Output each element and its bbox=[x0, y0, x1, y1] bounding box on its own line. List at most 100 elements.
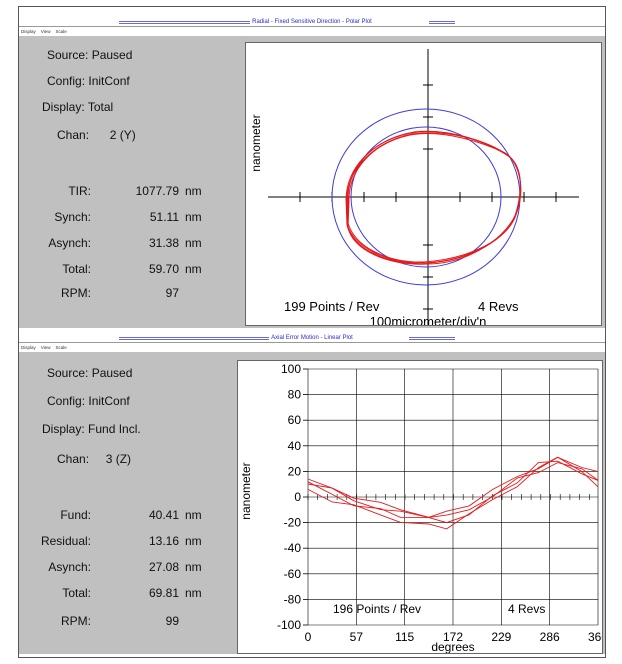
metric-unit: nm bbox=[185, 236, 202, 250]
display-label: Display: bbox=[42, 422, 85, 436]
config-label: Config: bbox=[47, 74, 86, 88]
y-tick-label: -20 bbox=[284, 516, 302, 530]
config-row: Config: InitConf bbox=[47, 394, 130, 408]
display-row: Display: Total bbox=[42, 100, 113, 114]
polar-plot-window: Radial - Fixed Sensitive Direction - Pol… bbox=[19, 18, 605, 329]
y-tick-labels: 100 80 60 40 20 0 -20 -40 -60 -80 -100 bbox=[277, 362, 301, 632]
metric-value: 59.70 bbox=[148, 262, 179, 276]
y-tick-label: 20 bbox=[288, 464, 302, 478]
metric-label: Total: bbox=[62, 262, 91, 276]
polar-revs-label: 4 Revs bbox=[478, 299, 519, 314]
polar-plot-svg: nanometer 199 Points / Rev 4 Revs 100mic… bbox=[249, 49, 579, 329]
window-title: Radial - Fixed Sensitive Direction - Pol… bbox=[250, 19, 374, 25]
x-tick-label: 57 bbox=[350, 630, 364, 644]
config-value: InitConf bbox=[88, 394, 130, 408]
chan-label: Chan: bbox=[57, 452, 90, 466]
display-label: Display: bbox=[42, 100, 85, 114]
display-value: Total bbox=[87, 100, 114, 114]
y-tick-label: -60 bbox=[284, 567, 302, 581]
y-tick-label: 80 bbox=[288, 388, 302, 402]
x-tick-label: 286 bbox=[540, 630, 560, 644]
linear-panel: Source: Paused Config: InitConf Display:… bbox=[19, 352, 608, 654]
metric-unit: nm bbox=[185, 534, 202, 548]
polar-plot[interactable]: nanometer 199 Points / Rev 4 Revs 100mic… bbox=[245, 42, 602, 329]
metric-unit: nm bbox=[185, 210, 202, 224]
menu-view[interactable]: View bbox=[40, 29, 51, 34]
title-bar-right-stripes bbox=[429, 21, 455, 24]
menu-bar: Display View Scale bbox=[19, 27, 605, 36]
metric-unit: nm bbox=[185, 508, 202, 522]
metric-value: 69.81 bbox=[148, 586, 179, 600]
window-title-bar[interactable]: Radial - Fixed Sensitive Direction - Pol… bbox=[19, 18, 605, 27]
title-bar-left-stripes bbox=[119, 21, 259, 24]
x-tick-label: 172 bbox=[443, 630, 463, 644]
y-tick-label: 0 bbox=[294, 490, 301, 504]
menu-display[interactable]: Display bbox=[21, 345, 36, 350]
metric-value: 13.16 bbox=[148, 534, 179, 548]
linear-xlabel: degrees bbox=[431, 640, 474, 653]
source-label: Source: bbox=[47, 366, 89, 380]
x-tick-label: 229 bbox=[491, 630, 511, 644]
metric-label: Fund: bbox=[60, 508, 91, 522]
y-tick-label: -80 bbox=[284, 592, 302, 606]
chan-row: Chan: 2 (Y) bbox=[57, 128, 136, 142]
display-value: Fund Incl. bbox=[88, 422, 141, 436]
menu-scale[interactable]: Scale bbox=[55, 345, 67, 350]
menu-view[interactable]: View bbox=[40, 345, 51, 350]
metric-value: 31.38 bbox=[148, 236, 179, 250]
chan-label: Chan: bbox=[57, 128, 90, 142]
series-line bbox=[307, 462, 599, 518]
linear-ylabel: nanometer bbox=[239, 462, 253, 519]
plot-grid bbox=[303, 368, 599, 626]
menu-display[interactable]: Display bbox=[21, 29, 36, 34]
metric-value: 51.11 bbox=[149, 210, 179, 224]
metric-unit: nm bbox=[185, 262, 202, 276]
rpm-value: 97 bbox=[165, 286, 179, 300]
metric-value: 27.08 bbox=[148, 560, 179, 574]
rpm-value: 99 bbox=[165, 614, 179, 628]
metric-label: Residual: bbox=[40, 534, 91, 548]
menu-bar: Display View Scale bbox=[19, 343, 605, 352]
source-label: Source: bbox=[47, 48, 89, 62]
source-row: Source: Paused bbox=[47, 48, 132, 62]
metric-label: TIR: bbox=[68, 184, 91, 198]
metric-unit: nm bbox=[185, 184, 202, 198]
linear-plot[interactable]: 100 80 60 40 20 0 -20 -40 -60 -80 -100 0 57 115 172 22… bbox=[237, 360, 608, 654]
y-tick-label: 60 bbox=[288, 413, 302, 427]
chan-value: 2 (Y) bbox=[109, 128, 136, 142]
source-value: Paused bbox=[91, 366, 133, 380]
metric-unit: nm bbox=[185, 560, 202, 574]
metric-value: 1077.79 bbox=[135, 184, 179, 198]
config-label: Config: bbox=[47, 394, 86, 408]
polar-ylabel: nanometer bbox=[249, 114, 263, 171]
polar-points-label: 199 Points / Rev bbox=[284, 299, 380, 314]
chan-row: Chan: 3 (Z) bbox=[57, 452, 131, 466]
chan-value: 3 (Z) bbox=[105, 452, 132, 466]
linear-points-label: 196 Points / Rev bbox=[333, 602, 421, 616]
metric-unit: nm bbox=[185, 586, 202, 600]
y-tick-label: -40 bbox=[284, 541, 302, 555]
metric-label: Asynch: bbox=[48, 236, 91, 250]
y-tick-label: 40 bbox=[288, 439, 302, 453]
display-row: Display: Fund Incl. bbox=[42, 422, 141, 436]
rpm-label: RPM: bbox=[61, 286, 91, 300]
config-row: Config: InitConf bbox=[47, 74, 130, 88]
polar-xlabel: 100micrometer/div'n bbox=[370, 314, 487, 325]
linear-plot-window: Axial Error Motion - Linear Plot Display… bbox=[19, 334, 608, 654]
menu-scale[interactable]: Scale bbox=[55, 29, 67, 34]
y-tick-label: 100 bbox=[281, 362, 301, 376]
x-tick-label: 360 bbox=[588, 630, 602, 644]
config-value: InitConf bbox=[88, 74, 130, 88]
source-row: Source: Paused bbox=[47, 366, 132, 380]
polar-traces bbox=[345, 130, 522, 265]
y-tick-label: -100 bbox=[277, 618, 301, 632]
rpm-label: RPM: bbox=[61, 614, 91, 628]
metric-value: 40.41 bbox=[148, 508, 179, 522]
source-value: Paused bbox=[91, 48, 133, 62]
polar-panel: Source: Paused Config: InitConf Display:… bbox=[19, 36, 605, 329]
plot-series bbox=[307, 456, 599, 530]
linear-revs-label: 4 Revs bbox=[508, 602, 545, 616]
title-bar-right-stripes bbox=[409, 337, 455, 340]
metric-label: Asynch: bbox=[48, 560, 91, 574]
window-title-bar[interactable]: Axial Error Motion - Linear Plot bbox=[19, 334, 605, 343]
